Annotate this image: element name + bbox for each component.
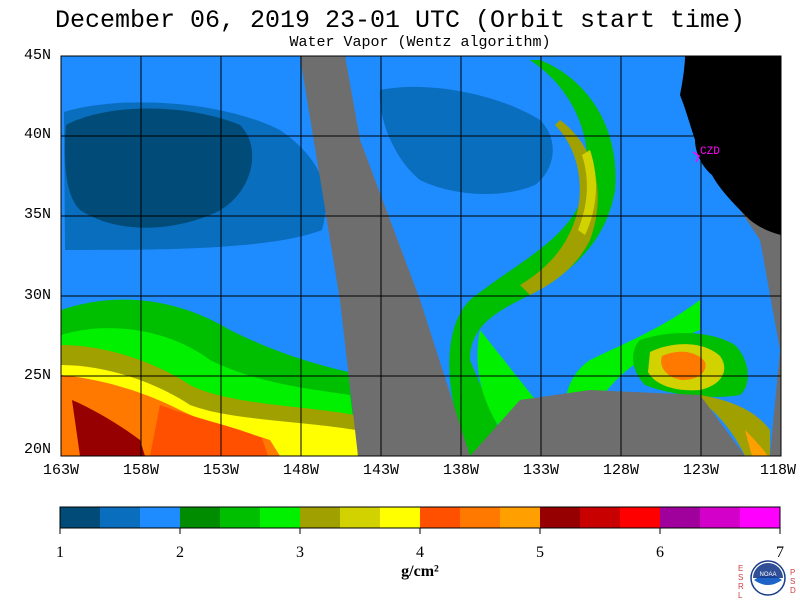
colorbar-swatch <box>660 507 701 528</box>
longitude-label: 158W <box>122 462 159 479</box>
longitude-label: 133W <box>522 462 559 479</box>
colorbar-swatch <box>100 507 141 528</box>
longitude-label: 118W <box>759 462 796 479</box>
longitude-label: 138W <box>442 462 479 479</box>
right-swath-olive-ribbon <box>520 120 598 295</box>
colorbar-tick-label: 5 <box>536 544 544 561</box>
colorbar-swatch <box>340 507 381 528</box>
colorbar-swatch <box>500 507 541 528</box>
colorbar-swatch <box>180 507 221 528</box>
colorbar <box>59 506 781 534</box>
right-swath-dry-region <box>379 86 553 195</box>
colorbar-swatch <box>420 507 461 528</box>
swath-gap-center <box>300 56 470 456</box>
longitude-label: 163W <box>42 462 79 479</box>
map-subtitle: Water Vapor (Wentz algorithm) <box>289 34 551 51</box>
colorbar-swatch <box>260 507 301 528</box>
longitude-label: 128W <box>602 462 639 479</box>
longitude-label: 148W <box>282 462 319 479</box>
colorbar-swatch <box>380 507 421 528</box>
colorbar-swatch <box>140 507 181 528</box>
longitude-label: 153W <box>202 462 239 479</box>
station-marker-icon <box>692 151 700 163</box>
latitude-label: 30N <box>24 287 52 304</box>
right-swath-green-ribbon <box>449 60 616 456</box>
colorbar-tick-label: 3 <box>296 544 304 561</box>
longitude-label: 123W <box>682 462 719 479</box>
colorbar-tick-label: 4 <box>416 544 424 561</box>
colorbar-swatch <box>700 507 741 528</box>
colorbar-tick-label: 2 <box>176 544 184 561</box>
right-swath-orange-blob <box>661 351 706 380</box>
station-marker <box>692 151 700 163</box>
station-label: CZD <box>700 146 720 158</box>
colorbar-tick-label: 7 <box>776 544 784 561</box>
left-swath-red-orange-band <box>150 405 268 456</box>
colorbar-swatch <box>220 507 261 528</box>
latitude-label: 40N <box>24 126 52 143</box>
right-swath-south-edge-orange <box>745 430 768 456</box>
left-swath-dark-red-band <box>72 400 145 456</box>
longitude-label: 143W <box>362 462 399 479</box>
colorbar-swatch <box>300 507 341 528</box>
left-swath-driest-core <box>64 108 253 228</box>
right-swath-yellow-streak <box>578 150 597 235</box>
colorbar-units: g/cm² <box>401 563 439 580</box>
lat-lon-grid <box>60 55 782 457</box>
colorbar-swatch <box>740 507 781 528</box>
map-title: December 06, 2019 23-01 UTC (Orbit start… <box>54 6 746 35</box>
colorbar-swatch <box>540 507 581 528</box>
colorbar-swatch <box>580 507 621 528</box>
colorbar-tick-label: 1 <box>56 544 64 561</box>
latitude-label: 35N <box>24 206 52 223</box>
colorbar-tick-label: 6 <box>656 544 664 561</box>
california-coast-landmass <box>680 56 781 235</box>
map-plot-area <box>61 56 781 456</box>
latitude-label: 20N <box>24 441 52 458</box>
latitude-label: 45N <box>24 47 52 64</box>
logo-center-text: NOAA <box>759 572 776 578</box>
colorbar-swatch <box>60 507 101 528</box>
latitude-label: 25N <box>24 367 52 384</box>
swath-gap-south <box>470 390 745 456</box>
colorbar-swatch <box>620 507 661 528</box>
colorbar-swatch <box>460 507 501 528</box>
